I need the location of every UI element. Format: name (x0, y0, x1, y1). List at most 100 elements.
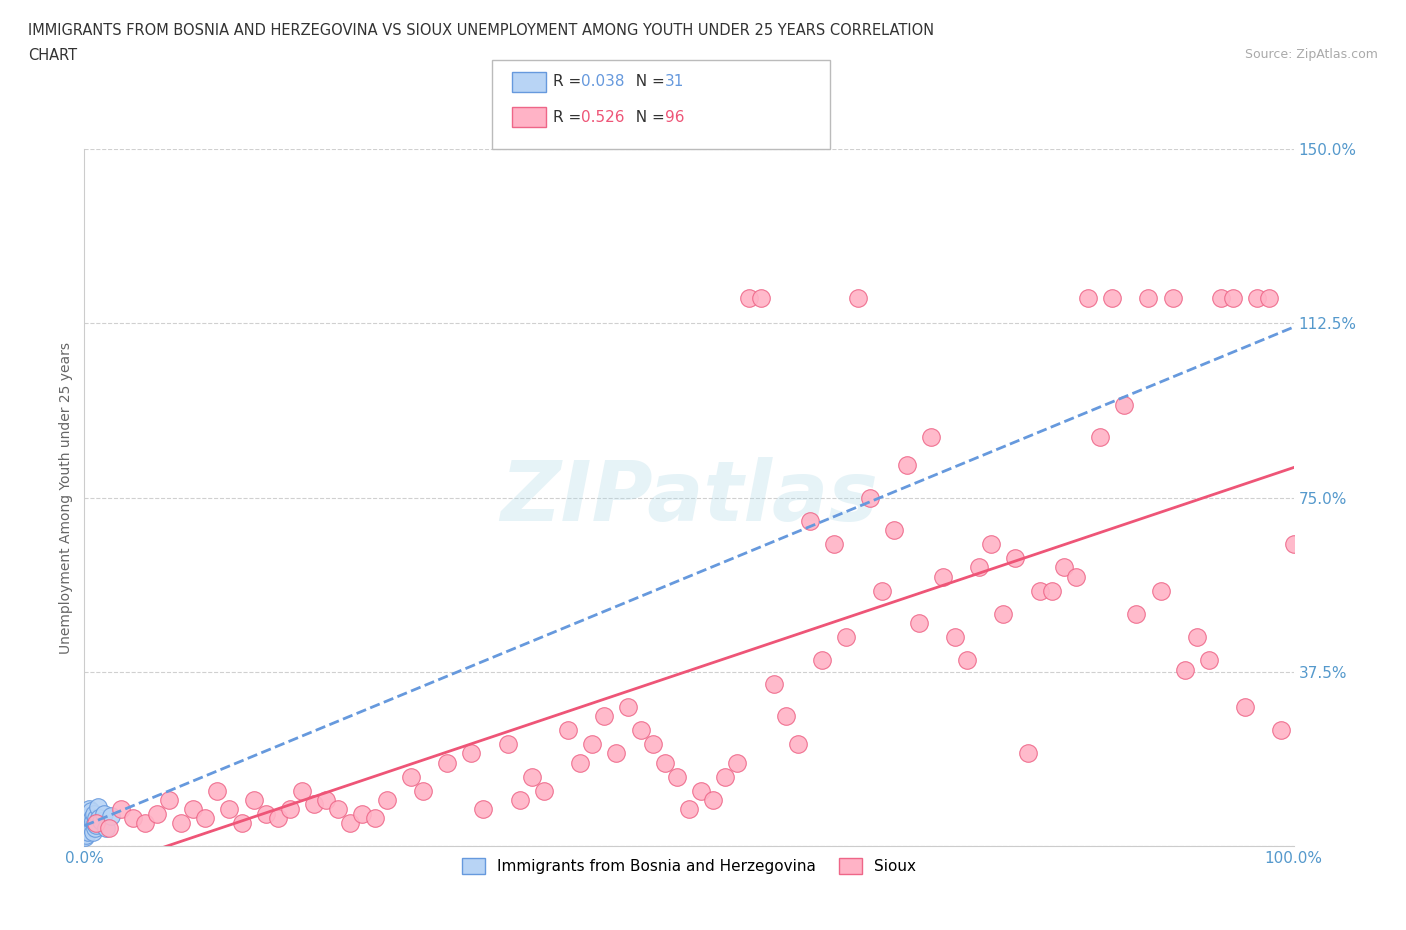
Point (170, 816, 193, 830)
Point (714, 769, 737, 784)
Point (520, 769, 543, 784)
Point (569, 755, 592, 770)
Text: 31: 31 (665, 74, 685, 89)
Point (76, 820, 98, 835)
Point (90, 813, 112, 829)
Point (436, 755, 458, 770)
Point (460, 746, 482, 761)
Point (702, 792, 724, 807)
Point (605, 746, 627, 761)
Point (86, 800, 108, 815)
Point (738, 290, 761, 305)
Point (75, 825, 97, 840)
Point (1004, 551, 1026, 565)
Point (302, 797, 325, 812)
Point (1234, 699, 1257, 714)
Point (82, 825, 104, 840)
Point (1053, 560, 1076, 575)
Point (207, 783, 229, 798)
Point (82, 813, 104, 829)
Point (1161, 290, 1184, 305)
Point (1114, 397, 1136, 412)
Point (509, 792, 531, 807)
Text: Source: ZipAtlas.com: Source: ZipAtlas.com (1244, 48, 1378, 61)
Point (97, 820, 120, 835)
Point (1222, 290, 1244, 305)
Point (472, 802, 495, 817)
Point (799, 513, 821, 528)
Point (1209, 290, 1232, 305)
Point (654, 755, 676, 770)
Point (786, 737, 808, 751)
Point (859, 490, 882, 505)
Point (231, 816, 253, 830)
Text: 0.038: 0.038 (581, 74, 624, 89)
Point (82, 811, 104, 826)
Point (83, 806, 105, 821)
Point (678, 802, 700, 817)
Point (823, 537, 845, 551)
Point (593, 709, 616, 724)
Point (75, 820, 97, 835)
Point (932, 569, 955, 584)
Point (557, 723, 579, 737)
Point (73, 830, 96, 844)
Point (630, 723, 652, 737)
Point (533, 783, 555, 798)
Point (352, 806, 374, 821)
Point (76, 811, 98, 826)
Point (75, 828, 97, 843)
Point (1101, 290, 1123, 305)
Point (93, 806, 115, 821)
Point (1198, 653, 1220, 668)
Point (77, 825, 100, 840)
Point (86, 818, 108, 833)
Point (846, 290, 869, 305)
Point (1174, 662, 1197, 677)
Point (751, 290, 773, 305)
Point (641, 737, 664, 751)
Point (1088, 430, 1111, 445)
Point (1137, 290, 1160, 305)
Point (77, 802, 100, 817)
Point (1064, 569, 1087, 584)
Point (967, 560, 990, 575)
Point (86, 816, 108, 830)
Point (267, 811, 290, 826)
Point (134, 816, 156, 830)
Point (76, 823, 98, 838)
Point (1282, 537, 1305, 551)
Point (1077, 290, 1099, 305)
Text: 0.526: 0.526 (581, 110, 624, 125)
Legend: Immigrants from Bosnia and Herzegovina, Sioux: Immigrants from Bosnia and Herzegovina, … (456, 852, 922, 881)
Point (76, 816, 98, 830)
Point (907, 616, 929, 631)
Y-axis label: Unemployment Among Youth under 25 years: Unemployment Among Youth under 25 years (59, 341, 73, 654)
Point (920, 430, 942, 445)
Point (1125, 606, 1147, 621)
Point (79, 816, 101, 830)
Text: 96: 96 (665, 110, 685, 125)
Point (94, 820, 117, 835)
Point (690, 783, 713, 798)
Point (157, 792, 180, 807)
Point (617, 699, 640, 714)
Point (1246, 290, 1268, 305)
Point (872, 583, 894, 598)
Point (762, 676, 785, 691)
Text: R =: R = (553, 74, 586, 89)
Point (943, 630, 966, 644)
Point (80, 804, 103, 819)
Point (896, 458, 918, 472)
Point (83, 820, 105, 835)
Point (811, 653, 834, 668)
Point (375, 792, 398, 807)
Point (1149, 583, 1171, 598)
Text: IMMIGRANTS FROM BOSNIA AND HERZEGOVINA VS SIOUX UNEMPLOYMENT AMONG YOUTH UNDER 2: IMMIGRANTS FROM BOSNIA AND HERZEGOVINA V… (28, 23, 934, 38)
Point (218, 802, 240, 817)
Point (110, 802, 132, 817)
Point (80, 820, 103, 835)
Point (194, 811, 217, 826)
Point (835, 630, 858, 644)
Point (181, 802, 204, 817)
